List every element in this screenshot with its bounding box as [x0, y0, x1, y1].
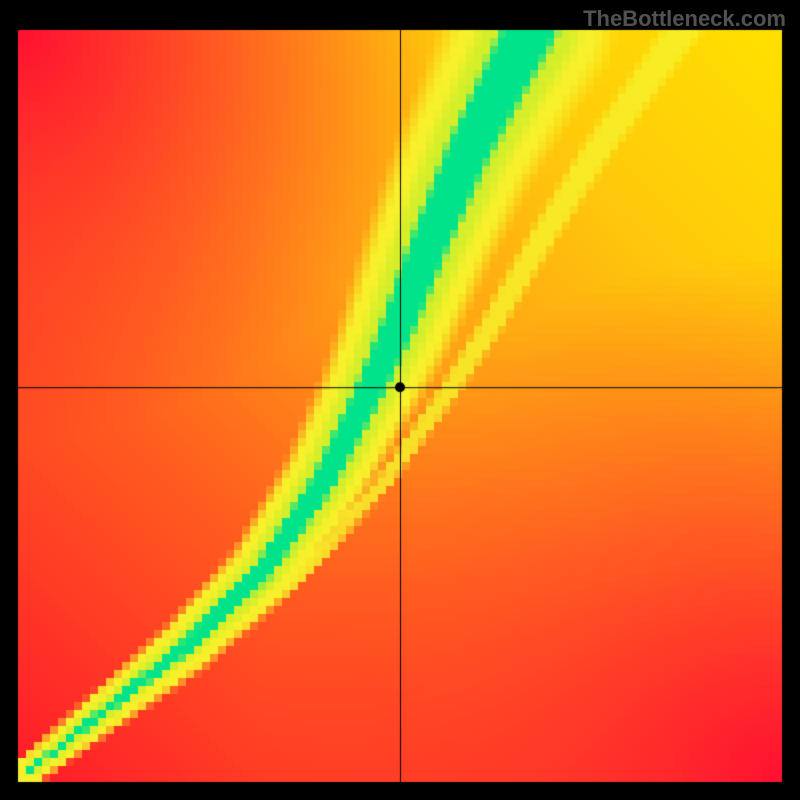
chart-container: TheBottleneck.com — [0, 0, 800, 800]
watermark-text: TheBottleneck.com — [583, 6, 786, 32]
heatmap-canvas — [0, 0, 800, 800]
